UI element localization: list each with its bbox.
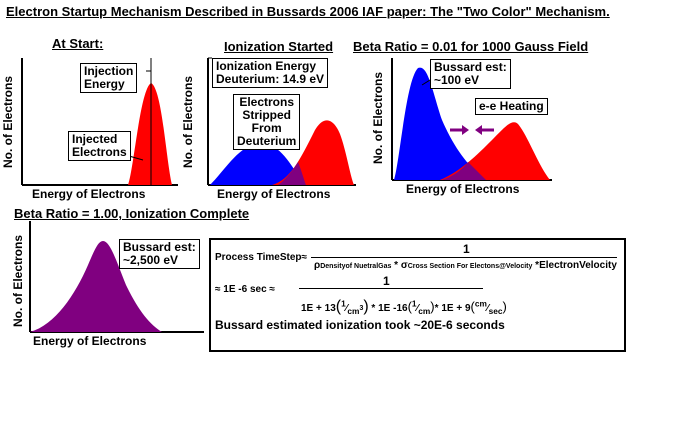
panel-2-xlabel: Energy of Electrons [217, 187, 331, 201]
cold-electron-peak [394, 67, 486, 180]
injected-electrons-label: Injected Electrons [68, 131, 131, 161]
formula-lhs: Process TimeStep≈ [215, 252, 308, 263]
ee-heating-label: e-e Heating [475, 98, 548, 115]
formula-numerator: 1 [463, 242, 470, 256]
panel-2-title: Ionization Started [224, 39, 334, 54]
formula-fraction-line-2 [299, 288, 483, 289]
bussard-100ev-label: Bussard est: ~100 eV [430, 59, 511, 89]
panel-1-xlabel: Energy of Electrons [32, 187, 146, 201]
heating-arrow-left [475, 125, 494, 135]
formula-denominator: 1E + 13(1⁄cm3) * 1E -16(1⁄cm)* 1E + 9(cm… [301, 298, 507, 316]
ionization-energy-label: Ionization Energy Deuterium: 14.9 eV [212, 58, 329, 88]
panel-3-title: Beta Ratio = 0.01 for 1000 Gauss Field [353, 39, 589, 54]
sigma-symbol: σ [400, 260, 408, 271]
thermalized-electron-peak [30, 241, 162, 332]
panel-2-ylabel: No. of Electrons [181, 76, 195, 168]
panel-4-title: Beta Ratio = 1.00, Ionization Complete [14, 206, 250, 221]
bussard-2500ev-label: Bussard est: ~2,500 eV [119, 239, 200, 269]
stripped-electrons-label: Electrons Stripped From Deuterium [233, 94, 301, 150]
formula-numerator-2: 1 [383, 274, 390, 288]
sigma-subscript: Cross Section For Electons@Velocity [407, 263, 533, 270]
panel-3-overlap [442, 162, 486, 180]
panel-2-plot: No. of Electrons Energy of Electrons [181, 57, 356, 201]
panel-3-xlabel: Energy of Electrons [406, 182, 520, 196]
rho-symbol: ρ [314, 260, 321, 271]
panel-3-plot: No. of Electrons Energy of Electrons [371, 58, 552, 196]
overlap-region [278, 162, 306, 185]
panel-1-ylabel: No. of Electrons [1, 76, 15, 168]
ionization-time-note: Bussard estimated ionization took ~20E-6… [215, 318, 505, 332]
panel-4-ylabel: No. of Electrons [11, 235, 25, 327]
stripped-electrons-curve [210, 143, 304, 185]
formula-fraction-line [311, 257, 617, 258]
formula-approx: ≈ 1E -6 sec ≈ [215, 284, 275, 295]
velocity-term: ElectronVelocity [539, 260, 617, 271]
hot-electrons-curve [272, 120, 354, 185]
process-timestep-formula: Process TimeStep≈ 1 ρDensityof NuetralGa… [209, 238, 626, 352]
panel-4-plot: No. of Electrons Energy of Electrons [11, 221, 204, 348]
panel-1-title: At Start: [52, 36, 104, 51]
heating-arrow-right [450, 125, 469, 135]
panel-3-ylabel: No. of Electrons [371, 72, 385, 164]
injected-electron-peak [128, 83, 172, 185]
panel-4-xlabel: Energy of Electrons [33, 334, 147, 348]
rho-subscript: Densityof NuetralGas [320, 263, 392, 270]
injection-energy-label: Injection Energy [80, 63, 138, 93]
page-title: Electron Startup Mechanism Described in … [6, 4, 610, 19]
